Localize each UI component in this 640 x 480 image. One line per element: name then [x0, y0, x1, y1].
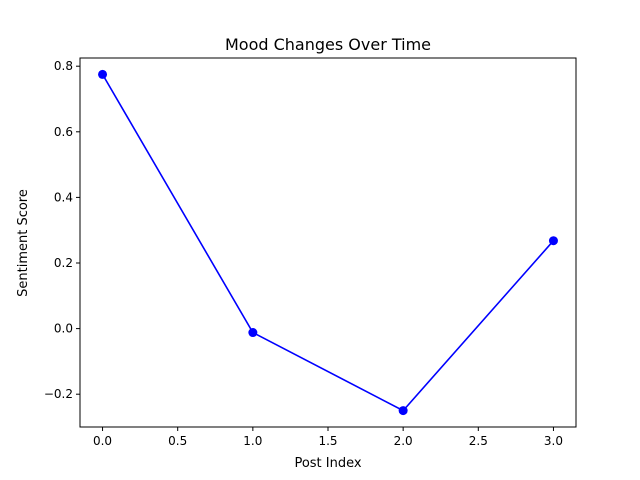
plot-frame: [79, 57, 577, 428]
y-tick-label: 0.4: [54, 190, 73, 204]
data-point: [98, 69, 108, 79]
y-tick-label: 0.8: [54, 59, 73, 73]
tick-group: 0.0 0.5 1.0 1.5 2.0 2.5 3.0 −0.2 0.0 0.2 0.4 0.6 0.8: [44, 59, 563, 448]
x-tick-label: 1.5: [318, 434, 337, 448]
y-tick-label: 0.6: [54, 125, 73, 139]
y-tick-label: 0.2: [54, 256, 73, 270]
chart-title: Mood Changes Over Time: [225, 35, 431, 54]
y-tick-label: 0.0: [54, 322, 73, 336]
data-point: [248, 328, 258, 338]
y-tick-label: −0.2: [44, 387, 73, 401]
x-axis-label: Post Index: [294, 456, 361, 471]
y-axis-label: Sentiment Score: [16, 189, 31, 297]
x-tick-label: 0.0: [93, 434, 112, 448]
data-point: [398, 406, 408, 416]
x-tick-label: 1.0: [243, 434, 262, 448]
series-group: [98, 69, 558, 416]
x-tick-label: 0.5: [168, 434, 187, 448]
series-line: [101, 73, 555, 412]
x-tick-label: 3.0: [544, 434, 563, 448]
x-tick-label: 2.0: [394, 434, 413, 448]
x-tick-label: 2.5: [469, 434, 488, 448]
data-point: [548, 236, 558, 246]
